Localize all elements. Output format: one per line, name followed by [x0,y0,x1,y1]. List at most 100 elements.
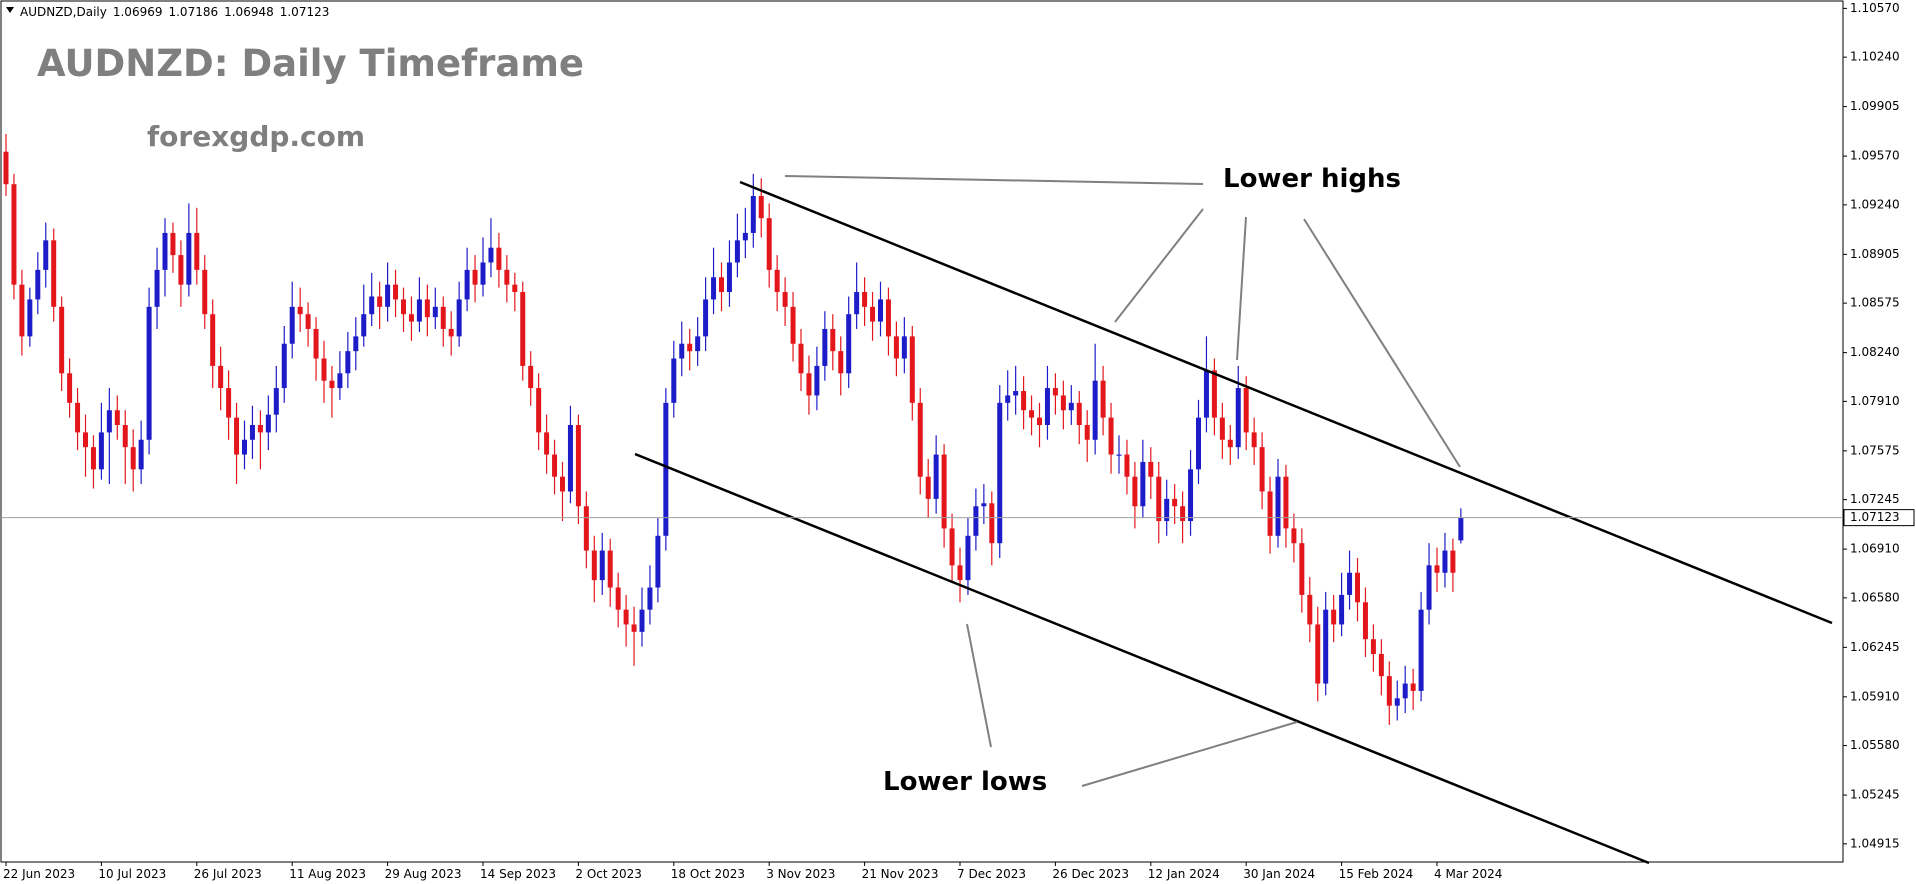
candle-body [432,306,438,318]
candle-body [957,565,963,581]
candle-body [1100,380,1106,418]
candle-body [1227,439,1233,448]
candle-body [1307,594,1313,625]
candle-body [1434,565,1440,573]
candle-body [1251,432,1257,448]
candle-body [544,432,550,455]
candle-body [1394,698,1400,706]
candle-body [496,247,502,270]
chart-title: AUDNZD: Daily Timeframe [37,42,584,85]
candle-body [1267,491,1273,536]
x-tick-label: 11 Aug 2023 [289,867,366,881]
y-tick-label: 1.09570 [1850,149,1900,163]
y-tick-label: 1.08575 [1850,296,1900,310]
candle-body [742,232,748,241]
candle-body [750,196,756,233]
candle-body [766,218,772,270]
open-value: 1.06969 [113,5,163,19]
candle-body [583,506,589,551]
candle-body [122,424,128,448]
candle-body [520,292,526,366]
candle-body [202,269,208,315]
candle-body [1021,391,1027,411]
candle-body [1044,388,1050,425]
candle-body [814,365,820,396]
y-tick-label: 1.08905 [1850,247,1900,261]
candle-body [480,262,486,285]
x-tick-label: 26 Dec 2023 [1052,867,1129,881]
candle-body [965,535,971,581]
candle-body [249,424,255,440]
candles [3,133,1464,725]
candle-body [1299,543,1305,595]
candle-body [997,402,1003,544]
candle-body [106,410,112,433]
candle-body [1243,388,1249,433]
candle-body [512,284,518,293]
candle-body [981,503,987,507]
pointer [1236,216,1247,361]
candle-body [242,439,247,455]
candle-body [186,232,192,285]
header-icon [6,7,14,13]
candle-body [1203,370,1209,418]
candle-body [265,414,271,433]
y-tick-label: 1.09905 [1850,99,1900,113]
candle-body [663,402,669,536]
candle-body [1323,609,1329,684]
candle-body [416,299,422,322]
x-tick-label: 10 Jul 2023 [98,867,166,881]
candle-body [552,454,558,477]
candle-body [393,284,399,300]
candle-body [1140,461,1146,507]
candle-body [1347,572,1353,595]
candle-body [59,306,65,374]
lower-trend-line [634,452,1650,865]
candle-body [774,269,780,293]
candle-body [917,402,923,477]
candle-body [1386,676,1392,706]
candle-body [377,296,383,307]
candle-body [472,269,478,285]
x-tick-label: 29 Aug 2023 [385,867,462,881]
candle-body [114,410,120,425]
candle-body [35,269,41,300]
y-tick-label: 1.04915 [1850,836,1900,850]
candle-body [98,432,104,470]
candle-body [1283,476,1289,529]
x-tick-label: 12 Jan 2024 [1148,867,1220,881]
candle-body [679,343,685,359]
candle-body [1108,417,1114,455]
candle-body [560,476,565,492]
candle-body [639,609,645,632]
symbol: AUDNZD,Daily [20,5,107,19]
candle-body [1124,454,1130,477]
candle-body [1259,447,1265,492]
candle-body [798,343,804,374]
low-value: 1.06948 [224,5,274,19]
candle-body [933,454,939,499]
candle-body [130,447,136,470]
y-tick-label: 1.05245 [1850,788,1900,802]
candle-body [321,358,327,381]
candle-body [830,328,836,352]
candle-body [273,388,279,415]
candle-body [719,277,724,293]
candle-body [1092,380,1098,440]
candle-body [703,299,709,337]
candle-body [11,184,17,285]
candle-body [671,358,677,403]
candle-body [27,299,33,337]
candle-body [655,535,661,588]
candle-body [289,306,295,344]
candle-body [83,432,88,448]
candle-body [726,262,732,293]
candle-body [1370,639,1376,654]
candle-body [1005,395,1011,403]
candle-body [210,314,216,366]
candle-body [734,240,740,263]
candle-body [1180,506,1186,522]
pointer [784,175,1204,185]
candle-body [536,388,542,433]
candle-body [973,506,979,536]
